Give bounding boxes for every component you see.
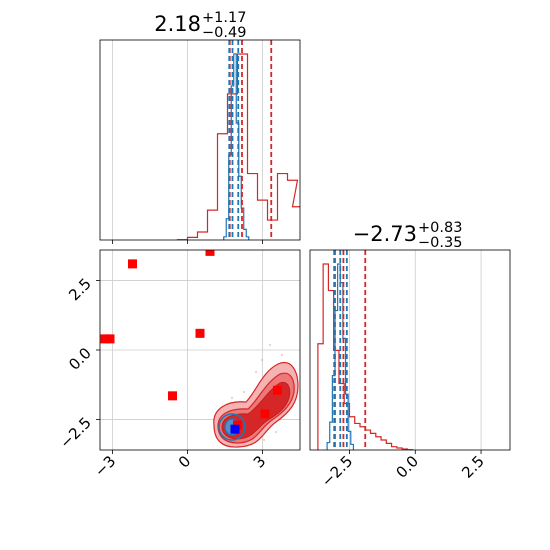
histogram-step-line [326,263,355,450]
scatter-marker [100,334,110,344]
panel-title-upper-error: +0.83 [418,220,462,236]
grid-lines [112,40,263,240]
panel-title-value: 2.18 [154,12,201,36]
panel-frame [99,39,301,241]
panel-background [100,40,300,240]
histogram-series [176,53,300,240]
x-ticks [112,240,263,244]
histogram-step-line [223,53,250,240]
x-tick-label: 3 [250,452,269,471]
x-tick-label: −2.5 [318,452,356,490]
x-tick-label: 2.5 [458,452,488,482]
x-tick-label: 0 [175,452,194,471]
scatter-marker [128,259,137,269]
blue-contour-outer [218,413,246,441]
panel-title-upper-error: +1.17 [202,10,246,26]
x-tick-label: 0.0 [392,452,422,482]
scatter-marker [205,250,215,256]
x-ticks: −2.5 0.0 2.5 [318,450,488,491]
histogram-panel-top-left: 2.18 +1.17 −0.49 [99,10,301,244]
scatter-marker [260,409,270,419]
panel-title-value: −2.73 [353,222,417,246]
panel-title-lower-error: −0.35 [418,235,462,251]
contour-panel-bottom-left: −3 0 3 −2.5 0.0 2.5 [56,249,301,480]
scatter-marker [273,385,282,395]
panel-frame [309,249,511,451]
markers [100,250,282,434]
scatter-marker [168,391,177,401]
histogram-panel-bottom-right: −2.5 0.0 2.5 −2.73 +0.83 −0.35 [309,220,511,491]
scatter-marker [105,334,115,344]
scatter-marker [195,328,205,338]
y-tick-label: 2.5 [65,275,95,305]
histogram-step-line [176,53,300,240]
panel-title-lower-error: −0.49 [202,25,246,41]
x-tick-label: −3 [91,452,119,480]
y-tick-label: 0.0 [65,344,95,374]
scatter-marker [230,424,240,434]
quantile-lines [228,40,273,240]
y-tick-label: −2.5 [56,414,94,452]
quantile-lines [333,250,367,450]
